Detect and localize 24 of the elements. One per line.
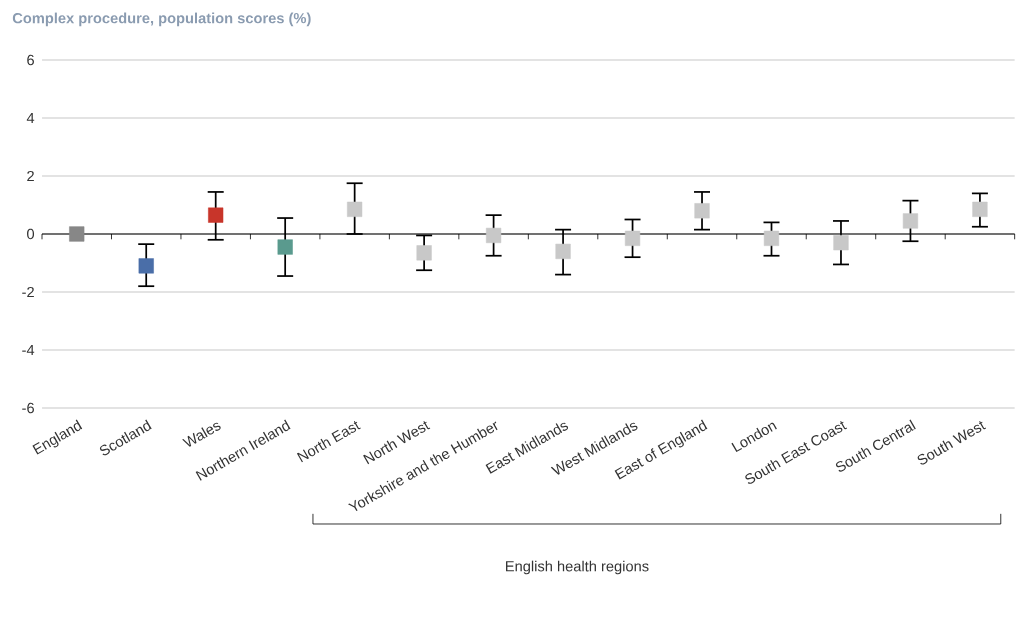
x-tick-label: North East (296, 420, 361, 463)
point (833, 235, 849, 251)
y-tick-label: 6 (27, 54, 34, 66)
y-tick-label: 0 (27, 228, 35, 240)
y-tick-label: -6 (22, 402, 34, 414)
y-tick-label: 4 (26, 112, 35, 124)
point (763, 230, 780, 246)
y-tick-label: 2 (27, 170, 34, 182)
point (416, 245, 432, 261)
point (277, 239, 293, 255)
y-tick-label: -4 (22, 344, 35, 356)
point (902, 213, 919, 229)
point (347, 201, 363, 217)
point (485, 227, 502, 244)
point (555, 243, 571, 259)
point (694, 203, 710, 219)
point (972, 201, 988, 217)
point (138, 258, 154, 274)
chart-title: Complex procedure, population scores (%) (12, 12, 311, 27)
point (208, 207, 224, 223)
point (624, 230, 641, 246)
point (69, 226, 85, 242)
text: English health regions (506, 560, 649, 575)
y-tick-label: -2 (22, 286, 34, 298)
